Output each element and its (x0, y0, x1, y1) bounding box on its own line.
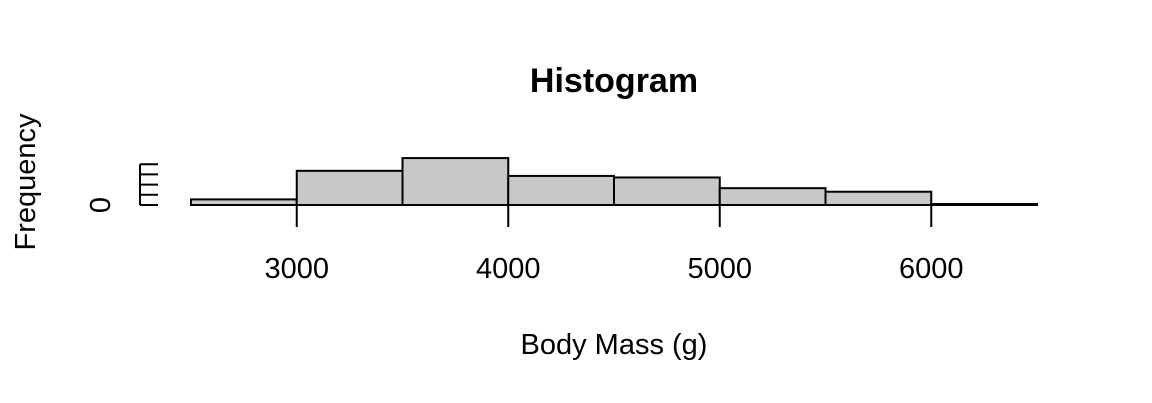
x-tick-label: 5000 (687, 253, 752, 285)
y-axis-label: Frequency (10, 113, 42, 251)
histogram-bar (613, 176, 721, 207)
x-tick-label: 6000 (899, 253, 964, 285)
histogram-bar (824, 190, 933, 207)
histogram-bar (295, 169, 404, 206)
x-tick-label: 4000 (476, 253, 541, 285)
x-tick-label: 3000 (264, 253, 329, 285)
chart-title: Histogram (530, 62, 698, 100)
x-axis: 3000 4000 5000 6000 (191, 204, 1037, 285)
histogram-bar (718, 187, 827, 206)
histogram-bar (507, 174, 615, 206)
histogram-bar (401, 157, 510, 206)
x-axis-label: Body Mass (g) (521, 329, 708, 361)
y-tick-label: 0 (85, 197, 117, 213)
y-axis: 0 (85, 163, 158, 213)
histogram-bars (190, 157, 1038, 207)
